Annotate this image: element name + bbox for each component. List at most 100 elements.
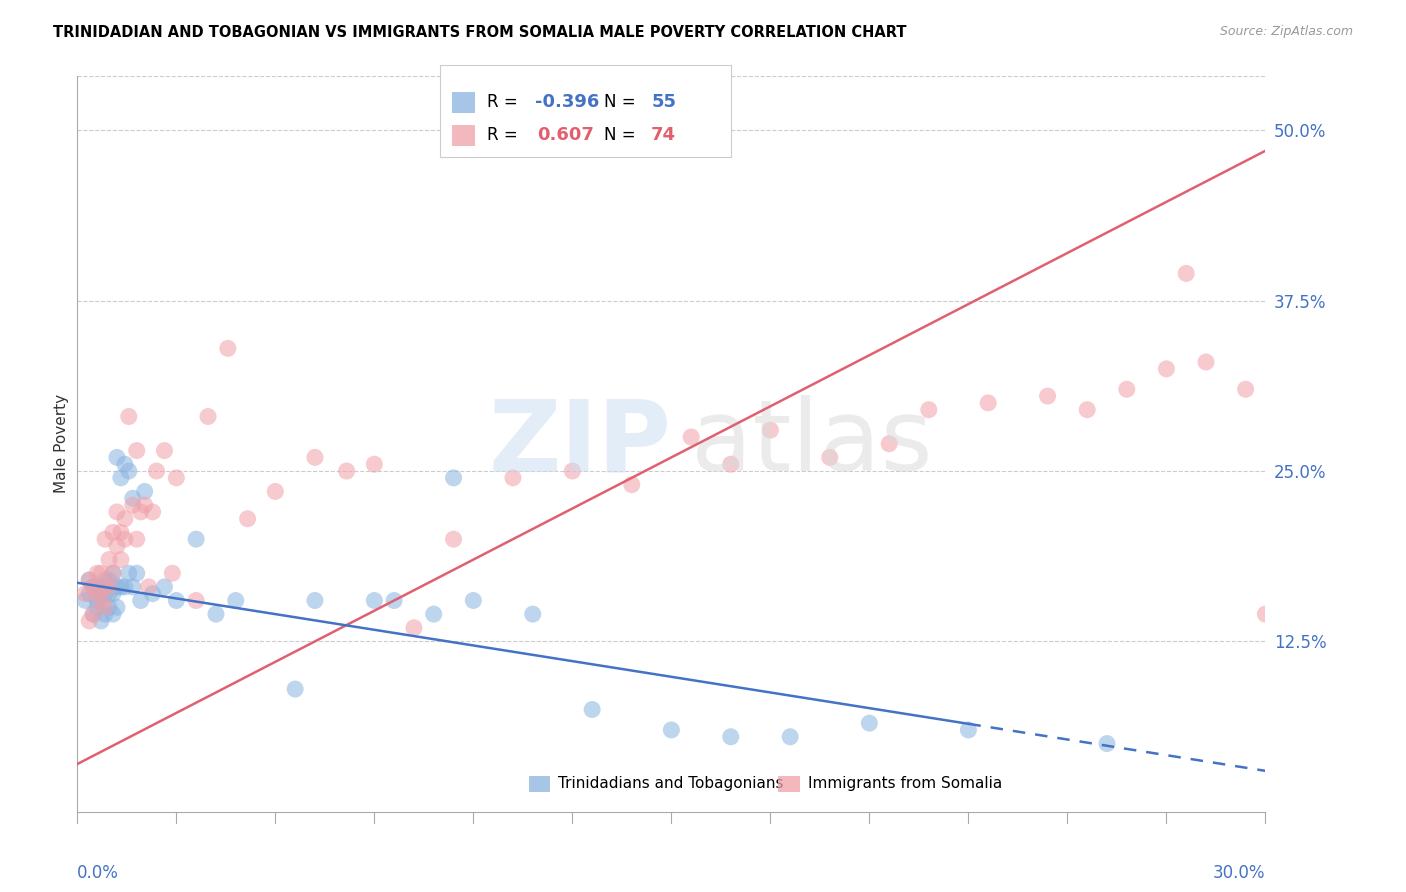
Point: [98, 552, 121, 566]
Point: [110, 525, 132, 540]
Point: [94, 600, 117, 615]
Point: [443, 471, 465, 485]
Point: [105, 539, 128, 553]
Point: [1333, 286, 1355, 301]
Point: [423, 607, 446, 621]
Text: ZIP: ZIP: [488, 395, 672, 492]
Point: [1313, 321, 1336, 335]
Point: [145, 464, 167, 478]
Point: [1036, 389, 1059, 403]
Point: [125, 443, 148, 458]
Point: [110, 471, 132, 485]
Point: [101, 587, 124, 601]
Point: [720, 457, 742, 471]
Point: [197, 409, 219, 424]
Point: [581, 702, 603, 716]
Point: [402, 621, 425, 635]
Point: [90, 566, 112, 581]
Point: [94, 587, 117, 601]
FancyBboxPatch shape: [440, 65, 731, 157]
Point: [129, 505, 152, 519]
Text: R =: R =: [488, 94, 523, 112]
Point: [443, 532, 465, 546]
Text: 74: 74: [651, 127, 676, 145]
Point: [142, 505, 165, 519]
Text: Trinidadians and Tobagonians: Trinidadians and Tobagonians: [558, 776, 785, 791]
Point: [138, 580, 160, 594]
Point: [720, 730, 742, 744]
Point: [98, 573, 121, 587]
Point: [165, 593, 187, 607]
Y-axis label: Male Poverty: Male Poverty: [53, 394, 69, 493]
Point: [90, 593, 112, 607]
Point: [661, 723, 683, 737]
Point: [86, 593, 108, 607]
Point: [82, 607, 104, 621]
Point: [977, 396, 1000, 410]
Point: [225, 593, 247, 607]
Point: [957, 723, 980, 737]
Point: [86, 600, 108, 615]
Bar: [451, 92, 475, 112]
Point: [94, 573, 117, 587]
Text: -0.396: -0.396: [534, 94, 599, 112]
Point: [101, 607, 124, 621]
Point: [105, 505, 128, 519]
Point: [86, 587, 108, 601]
Point: [77, 573, 100, 587]
Point: [101, 566, 124, 581]
Point: [1274, 355, 1296, 369]
Point: [363, 593, 385, 607]
Point: [82, 580, 104, 594]
Point: [818, 450, 841, 465]
Point: [101, 525, 124, 540]
Point: [463, 593, 485, 607]
Point: [134, 498, 156, 512]
Point: [522, 607, 544, 621]
Point: [382, 593, 405, 607]
Point: [110, 552, 132, 566]
Point: [681, 430, 703, 444]
Text: 55: 55: [651, 94, 676, 112]
Point: [759, 423, 782, 437]
Point: [304, 450, 326, 465]
Point: [1156, 361, 1178, 376]
Point: [918, 402, 941, 417]
Text: atlas: atlas: [692, 395, 932, 492]
Point: [118, 409, 141, 424]
Point: [165, 471, 187, 485]
Point: [877, 436, 900, 450]
Text: TRINIDADIAN AND TOBAGONIAN VS IMMIGRANTS FROM SOMALIA MALE POVERTY CORRELATION C: TRINIDADIAN AND TOBAGONIAN VS IMMIGRANTS…: [53, 25, 907, 40]
Point: [94, 532, 117, 546]
Point: [98, 587, 121, 601]
Point: [114, 580, 136, 594]
Point: [77, 587, 100, 601]
Text: Immigrants from Somalia: Immigrants from Somalia: [808, 776, 1002, 791]
Bar: [451, 125, 475, 145]
Point: [125, 566, 148, 581]
Point: [121, 498, 143, 512]
Point: [1095, 737, 1118, 751]
Point: [105, 450, 128, 465]
Point: [121, 580, 143, 594]
Point: [858, 716, 880, 731]
Bar: [529, 776, 550, 792]
Point: [75, 593, 97, 607]
Point: [75, 587, 97, 601]
Point: [620, 477, 643, 491]
Point: [1294, 327, 1316, 342]
Point: [186, 593, 208, 607]
Point: [153, 580, 176, 594]
Point: [502, 471, 524, 485]
Point: [101, 566, 124, 581]
Point: [561, 464, 583, 478]
Point: [236, 512, 259, 526]
Point: [336, 464, 359, 478]
Point: [125, 532, 148, 546]
Point: [1195, 355, 1218, 369]
Point: [86, 566, 108, 581]
Point: [134, 484, 156, 499]
Point: [105, 580, 128, 594]
Text: 0.0%: 0.0%: [77, 863, 120, 881]
Point: [1076, 402, 1098, 417]
